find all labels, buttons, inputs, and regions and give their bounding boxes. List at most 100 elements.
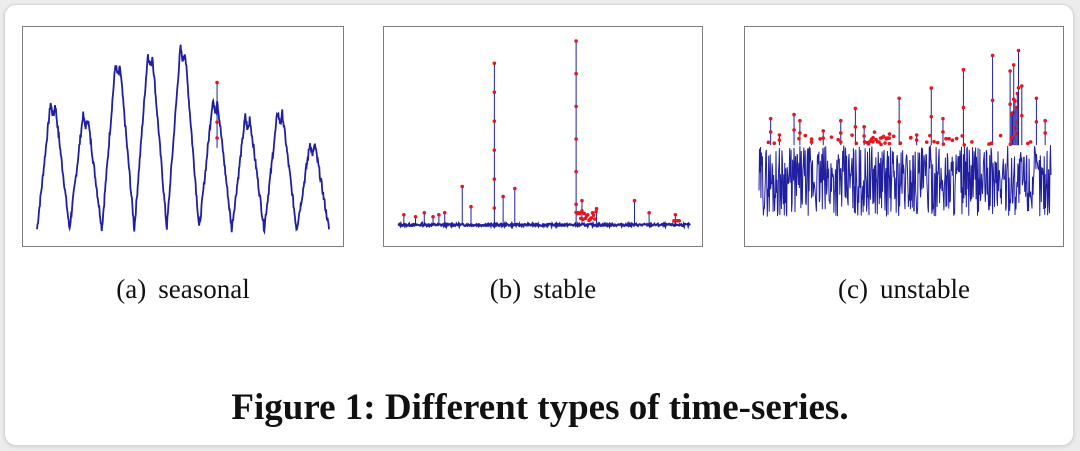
- anomaly-point: [962, 143, 967, 147]
- anomaly-point: [929, 86, 934, 90]
- anomaly-point: [853, 106, 858, 111]
- anomaly-point: [574, 202, 578, 207]
- anomaly-point: [1008, 102, 1012, 107]
- anomaly-point: [580, 198, 584, 203]
- anomaly-point: [809, 137, 814, 141]
- anomaly-point: [803, 133, 808, 138]
- anomaly-point: [887, 132, 892, 136]
- anomaly-point: [1016, 48, 1021, 53]
- anomaly-point: [829, 135, 834, 139]
- anomaly-point: [947, 136, 951, 141]
- anomaly-point: [862, 125, 866, 129]
- anomaly-point: [1020, 113, 1024, 118]
- caption-label: seasonal: [158, 274, 250, 304]
- chart-unstable: [744, 26, 1064, 247]
- anomaly-point: [1008, 142, 1013, 147]
- anomaly-point: [871, 135, 875, 140]
- anomaly-point: [941, 116, 945, 121]
- anomaly-point: [836, 137, 840, 142]
- anomaly-point: [853, 125, 858, 129]
- anomaly-point: [871, 140, 875, 144]
- anomaly-point: [883, 141, 887, 145]
- anomaly-point: [909, 135, 913, 140]
- anomaly-point: [768, 130, 773, 134]
- anomaly-point: [215, 136, 219, 140]
- anomaly-point: [932, 139, 936, 144]
- anomaly-point: [928, 133, 932, 138]
- anomaly-point: [513, 186, 517, 191]
- anomaly-point: [838, 118, 843, 123]
- anomaly-point: [580, 209, 584, 213]
- anomaly-point: [792, 128, 796, 132]
- anomaly-point: [897, 96, 901, 101]
- anomaly-point: [460, 184, 465, 189]
- anomaly-point: [492, 119, 497, 123]
- anomaly-point: [574, 71, 578, 76]
- anomaly-point: [577, 211, 582, 216]
- series-line: [36, 44, 330, 235]
- anomaly-point: [838, 140, 843, 144]
- anomaly-point: [492, 90, 497, 95]
- caption-tag: (c): [838, 274, 868, 304]
- anomaly-point: [929, 114, 934, 119]
- caption-unstable: (c) unstable: [744, 274, 1064, 305]
- anomaly-point: [492, 206, 497, 210]
- anomaly-point: [987, 142, 991, 146]
- anomaly-point: [215, 80, 219, 85]
- series-line: [397, 220, 691, 230]
- anomaly-point: [647, 210, 651, 215]
- caption-tag: (b): [489, 274, 522, 304]
- caption-label: unstable: [879, 274, 970, 304]
- anomaly-point: [777, 138, 782, 142]
- anomaly-point: [766, 140, 771, 145]
- anomaly-point: [1028, 140, 1033, 144]
- figure-title: Figure 1: Different types of time-series…: [231, 387, 849, 428]
- anomaly-point: [797, 136, 801, 141]
- anomaly-point: [1043, 131, 1047, 135]
- anomaly-point: [862, 134, 866, 138]
- anomaly-point: [413, 215, 418, 219]
- anomaly-point: [990, 98, 995, 103]
- anomaly-point: [594, 209, 598, 214]
- anomaly-point: [492, 61, 497, 66]
- anomaly-point: [924, 140, 929, 144]
- anomaly-point: [402, 212, 406, 217]
- anomaly-point: [469, 204, 473, 209]
- anomaly-point: [821, 136, 826, 140]
- anomaly-point: [990, 53, 995, 58]
- anomaly-point: [442, 210, 447, 215]
- anomaly-point: [1034, 119, 1039, 124]
- anomaly-point: [935, 140, 940, 145]
- anomaly-point: [1034, 96, 1039, 101]
- anomaly-point: [586, 212, 590, 217]
- anomaly-point: [593, 217, 597, 221]
- anomaly-point: [677, 219, 681, 223]
- anomaly-point: [914, 133, 919, 137]
- anomaly-point: [632, 198, 637, 203]
- anomaly-point: [1025, 141, 1030, 146]
- anomaly-point: [850, 133, 854, 137]
- anomaly-point: [777, 133, 782, 137]
- anomaly-point: [772, 141, 777, 146]
- anomaly-point: [574, 137, 578, 141]
- anomaly-point: [437, 212, 441, 217]
- caption-seasonal: (a) seasonal: [22, 274, 344, 305]
- anomaly-point: [673, 212, 678, 217]
- anomaly-point: [941, 142, 946, 147]
- anomaly-point: [821, 129, 826, 133]
- anomaly-point: [574, 104, 578, 109]
- anomaly-point: [798, 131, 802, 135]
- anomaly-point: [887, 136, 892, 140]
- chart-stable: [383, 26, 703, 247]
- caption-stable: (b) stable: [383, 274, 703, 305]
- anomaly-point: [431, 215, 435, 219]
- anomaly-point: [591, 213, 596, 217]
- anomaly-point: [492, 148, 497, 152]
- anomaly-point: [881, 134, 886, 139]
- anomaly-point: [215, 120, 219, 124]
- anomaly-point: [950, 138, 955, 143]
- anomaly-point: [818, 137, 822, 141]
- anomaly-point: [798, 118, 802, 123]
- anomaly-point: [422, 210, 427, 215]
- anomaly-point: [1010, 135, 1015, 139]
